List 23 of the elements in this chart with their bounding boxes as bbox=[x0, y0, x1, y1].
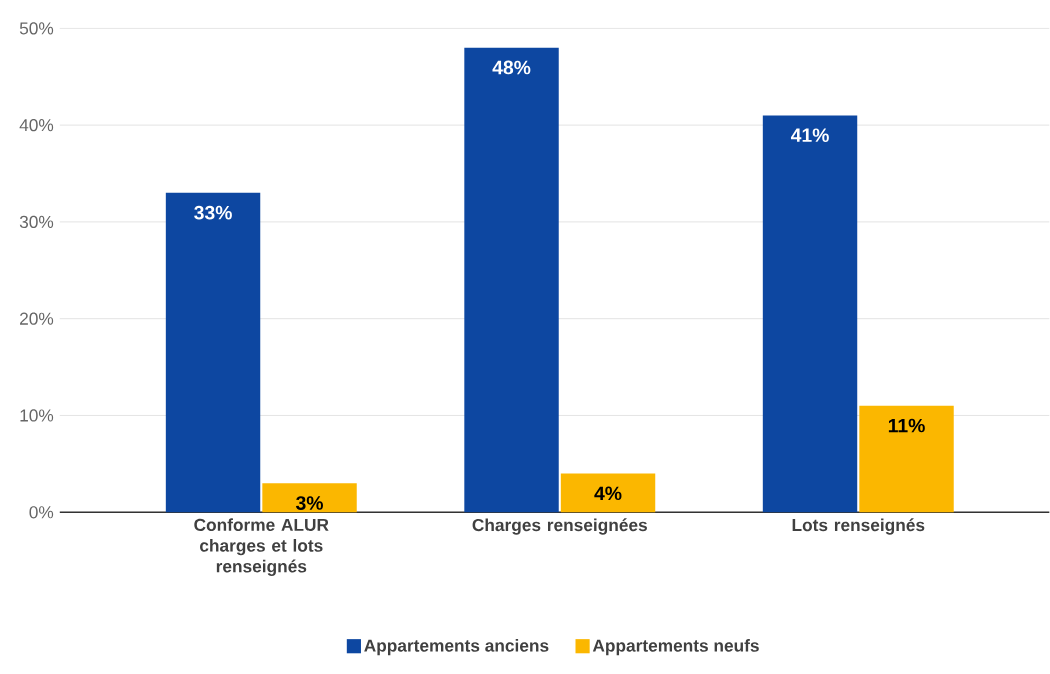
bar bbox=[464, 47, 559, 513]
data-label: 33% bbox=[194, 206, 232, 220]
bar bbox=[560, 473, 656, 513]
bar bbox=[859, 406, 954, 513]
x-tick-label: Charges renseignées bbox=[472, 518, 647, 535]
y-tick-label: 0% bbox=[29, 506, 54, 519]
y-tick-label: 10% bbox=[20, 409, 54, 422]
legend-label: Appartements neufs bbox=[592, 639, 759, 656]
bar bbox=[762, 115, 858, 513]
y-tick-label: 30% bbox=[19, 216, 54, 229]
bar bbox=[262, 483, 357, 513]
x-tick-label: Conforme ALUR charges et lots renseignés bbox=[194, 518, 329, 577]
data-label: 48% bbox=[492, 60, 531, 75]
y-tick-label: 50% bbox=[19, 22, 54, 35]
y-tick-label: 40% bbox=[19, 119, 54, 132]
legend-label: Appartements anciens bbox=[364, 639, 549, 656]
x-tick-label: Lots renseignés bbox=[792, 518, 925, 535]
bar bbox=[165, 193, 261, 513]
data-label: 4% bbox=[594, 486, 622, 501]
data-label: 11% bbox=[888, 418, 925, 433]
data-label: 41% bbox=[790, 128, 829, 143]
data-label: 3% bbox=[295, 496, 323, 511]
y-tick-label: 20% bbox=[20, 312, 54, 326]
